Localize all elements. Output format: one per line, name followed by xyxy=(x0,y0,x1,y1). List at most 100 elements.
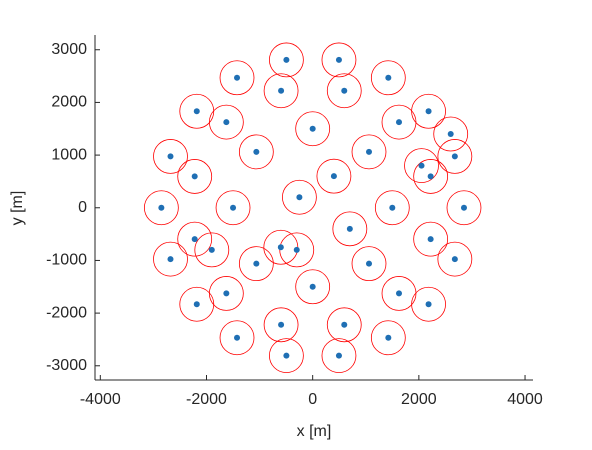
y-tick-label: -1000 xyxy=(46,252,87,269)
point xyxy=(223,119,230,126)
point xyxy=(425,108,432,115)
coverage-circle xyxy=(404,148,439,184)
point xyxy=(341,321,348,328)
coverage-circle xyxy=(437,241,473,277)
point xyxy=(191,173,198,180)
point xyxy=(341,87,348,94)
coverage-circle xyxy=(219,60,255,96)
coverage-circle xyxy=(326,307,362,343)
point xyxy=(309,125,316,132)
point xyxy=(330,173,337,180)
point xyxy=(208,246,215,253)
point xyxy=(427,236,434,243)
coverage-circle xyxy=(282,179,317,215)
coverage-circle xyxy=(370,60,406,96)
x-tick-label: 0 xyxy=(308,391,317,408)
y-tick-label: -2000 xyxy=(46,304,87,321)
point xyxy=(283,56,290,63)
point xyxy=(234,74,241,81)
point xyxy=(366,148,373,155)
point xyxy=(191,236,198,243)
coverage-circle xyxy=(269,338,304,374)
coverage-circle xyxy=(238,246,274,282)
point xyxy=(427,173,434,180)
coverage-circle xyxy=(433,116,469,152)
coverage-circle xyxy=(153,139,188,174)
point xyxy=(278,87,285,94)
point xyxy=(296,194,303,201)
y-axis-label: y [m] xyxy=(9,191,26,226)
point xyxy=(253,148,260,155)
x-tick-label: -4000 xyxy=(80,391,121,408)
y-tick-label: 2000 xyxy=(51,94,87,111)
point xyxy=(395,119,402,126)
point xyxy=(158,204,165,211)
point xyxy=(277,244,284,251)
coverage-circle xyxy=(316,158,352,194)
point xyxy=(451,256,458,263)
coverage-circle xyxy=(381,104,417,140)
point xyxy=(193,108,200,115)
coverage-circle xyxy=(437,139,473,174)
coverage-circle xyxy=(219,320,255,356)
coverage-circle xyxy=(446,190,482,226)
point xyxy=(293,246,300,253)
coverage-circle xyxy=(374,190,410,226)
coverage-circle xyxy=(269,42,304,78)
coverage-circle xyxy=(295,111,331,147)
coverage-circle xyxy=(263,307,299,343)
x-tick-label: 4000 xyxy=(507,391,543,408)
point xyxy=(283,352,290,359)
point xyxy=(167,256,174,263)
coverage-circle xyxy=(351,246,387,282)
coverage-circle xyxy=(332,211,368,247)
y-tick-label: 3000 xyxy=(51,41,87,58)
coverage-circle xyxy=(215,190,251,226)
coverage-circle xyxy=(263,73,299,109)
y-tick-label: -3000 xyxy=(46,357,87,374)
point xyxy=(425,301,432,308)
point xyxy=(234,334,241,341)
point xyxy=(385,74,392,81)
coverage-circle xyxy=(153,241,188,277)
point xyxy=(167,153,174,160)
coverage-circle xyxy=(326,73,362,109)
point xyxy=(385,334,392,341)
x-axis-label: x [m] xyxy=(297,423,332,440)
x-tick-label: -2000 xyxy=(186,391,227,408)
coverage-circle xyxy=(351,134,387,170)
coverage-circle xyxy=(295,269,331,305)
coverage-circle xyxy=(413,221,449,257)
point xyxy=(230,204,237,211)
coverage-circle xyxy=(321,42,357,78)
point xyxy=(193,301,200,308)
point xyxy=(309,283,316,290)
point xyxy=(389,204,396,211)
coverage-circle xyxy=(413,159,449,194)
point xyxy=(335,352,342,359)
point xyxy=(346,225,353,232)
point xyxy=(447,131,454,138)
point xyxy=(418,162,425,169)
point xyxy=(366,260,373,267)
coverage-circle xyxy=(177,159,213,194)
coverage-circle xyxy=(194,232,230,268)
coverage-circle xyxy=(381,276,417,311)
point xyxy=(460,204,467,211)
coverage-circle xyxy=(143,190,179,226)
point xyxy=(451,153,458,160)
coverage-circle xyxy=(238,134,274,170)
coverage-circle xyxy=(177,221,213,257)
coverage-circle xyxy=(208,276,244,311)
point xyxy=(278,321,285,328)
point xyxy=(223,290,230,297)
coverage-circle xyxy=(321,338,357,374)
point xyxy=(253,260,260,267)
x-tick-label: 2000 xyxy=(401,391,437,408)
y-tick-label: 0 xyxy=(78,199,87,216)
y-tick-label: 1000 xyxy=(51,146,87,163)
point xyxy=(335,56,342,63)
point xyxy=(395,290,402,297)
coverage-circle xyxy=(370,320,406,356)
